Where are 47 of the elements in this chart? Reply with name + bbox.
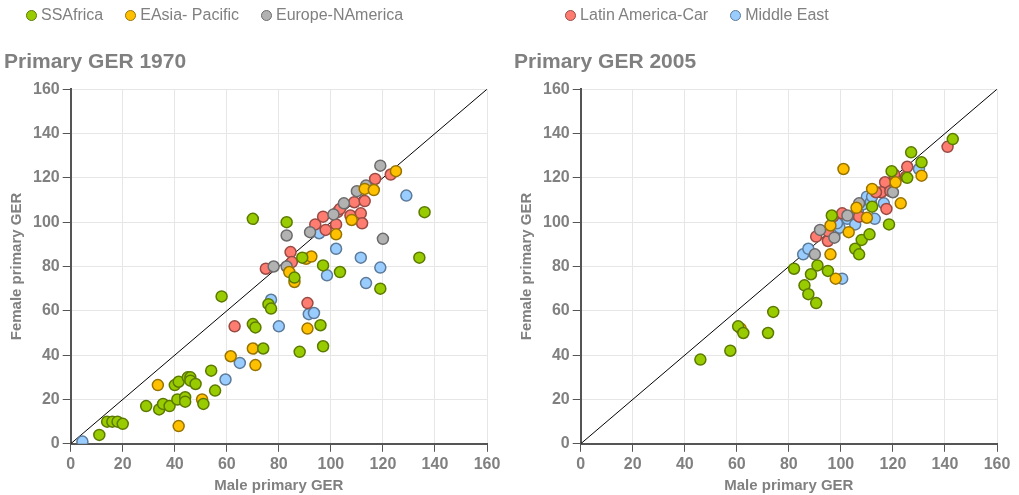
x-tick-label: 120 [879,454,907,472]
y-tick-label: 0 [50,434,60,452]
x-tick-label: 160 [473,454,501,472]
y-tick-label: 80 [551,256,570,274]
legend-label: Middle East [744,6,829,24]
x-tick-label: 20 [623,454,642,472]
y-tick-label: 140 [32,123,60,141]
y-axis-title: Female primary GER [7,192,25,341]
y-tick-label: 40 [551,345,570,363]
chart-title: Primary GER 2005 [514,49,697,73]
y-tick-label: 80 [41,256,60,274]
legend-label: Europe-NAmerica [274,6,404,24]
y-tick-label: 160 [542,79,570,97]
chart-title: Primary GER 1970 [4,49,187,73]
x-tick-label: 140 [931,454,959,472]
y-tick-label: 20 [41,389,60,407]
x-tick-label: 120 [369,454,397,472]
x-axis-title: Male primary GER [724,476,854,494]
y-tick-label: 120 [542,168,570,186]
legend-label: Latin America-Car [579,6,709,24]
y-tick-label: 120 [32,168,60,186]
x-tick-label: 0 [576,454,586,472]
legend-label: SSAfrica [40,6,104,24]
y-tick-label: 100 [542,212,570,230]
legend-label: EAsia- Pacific [139,6,239,24]
y-tick-label: 40 [41,345,60,363]
x-tick-label: 60 [217,454,236,472]
y-tick-label: 160 [32,79,60,97]
x-tick-label: 40 [675,454,694,472]
x-tick-label: 140 [421,454,449,472]
y-tick-label: 140 [542,123,570,141]
x-tick-label: 0 [66,454,76,472]
y-axis-title: Female primary GER [517,192,535,341]
x-tick-label: 40 [165,454,184,472]
x-tick-label: 20 [113,454,132,472]
x-tick-label: 60 [727,454,746,472]
x-axis-title: Male primary GER [214,476,344,494]
x-tick-label: 80 [269,454,288,472]
x-tick-label: 100 [317,454,345,472]
y-tick-label: 60 [551,301,570,319]
y-tick-label: 60 [41,301,60,319]
x-tick-label: 100 [827,454,855,472]
y-tick-label: 0 [560,434,570,452]
x-tick-label: 160 [983,454,1011,472]
x-tick-label: 80 [779,454,798,472]
y-tick-label: 20 [551,389,570,407]
y-tick-label: 100 [32,212,60,230]
